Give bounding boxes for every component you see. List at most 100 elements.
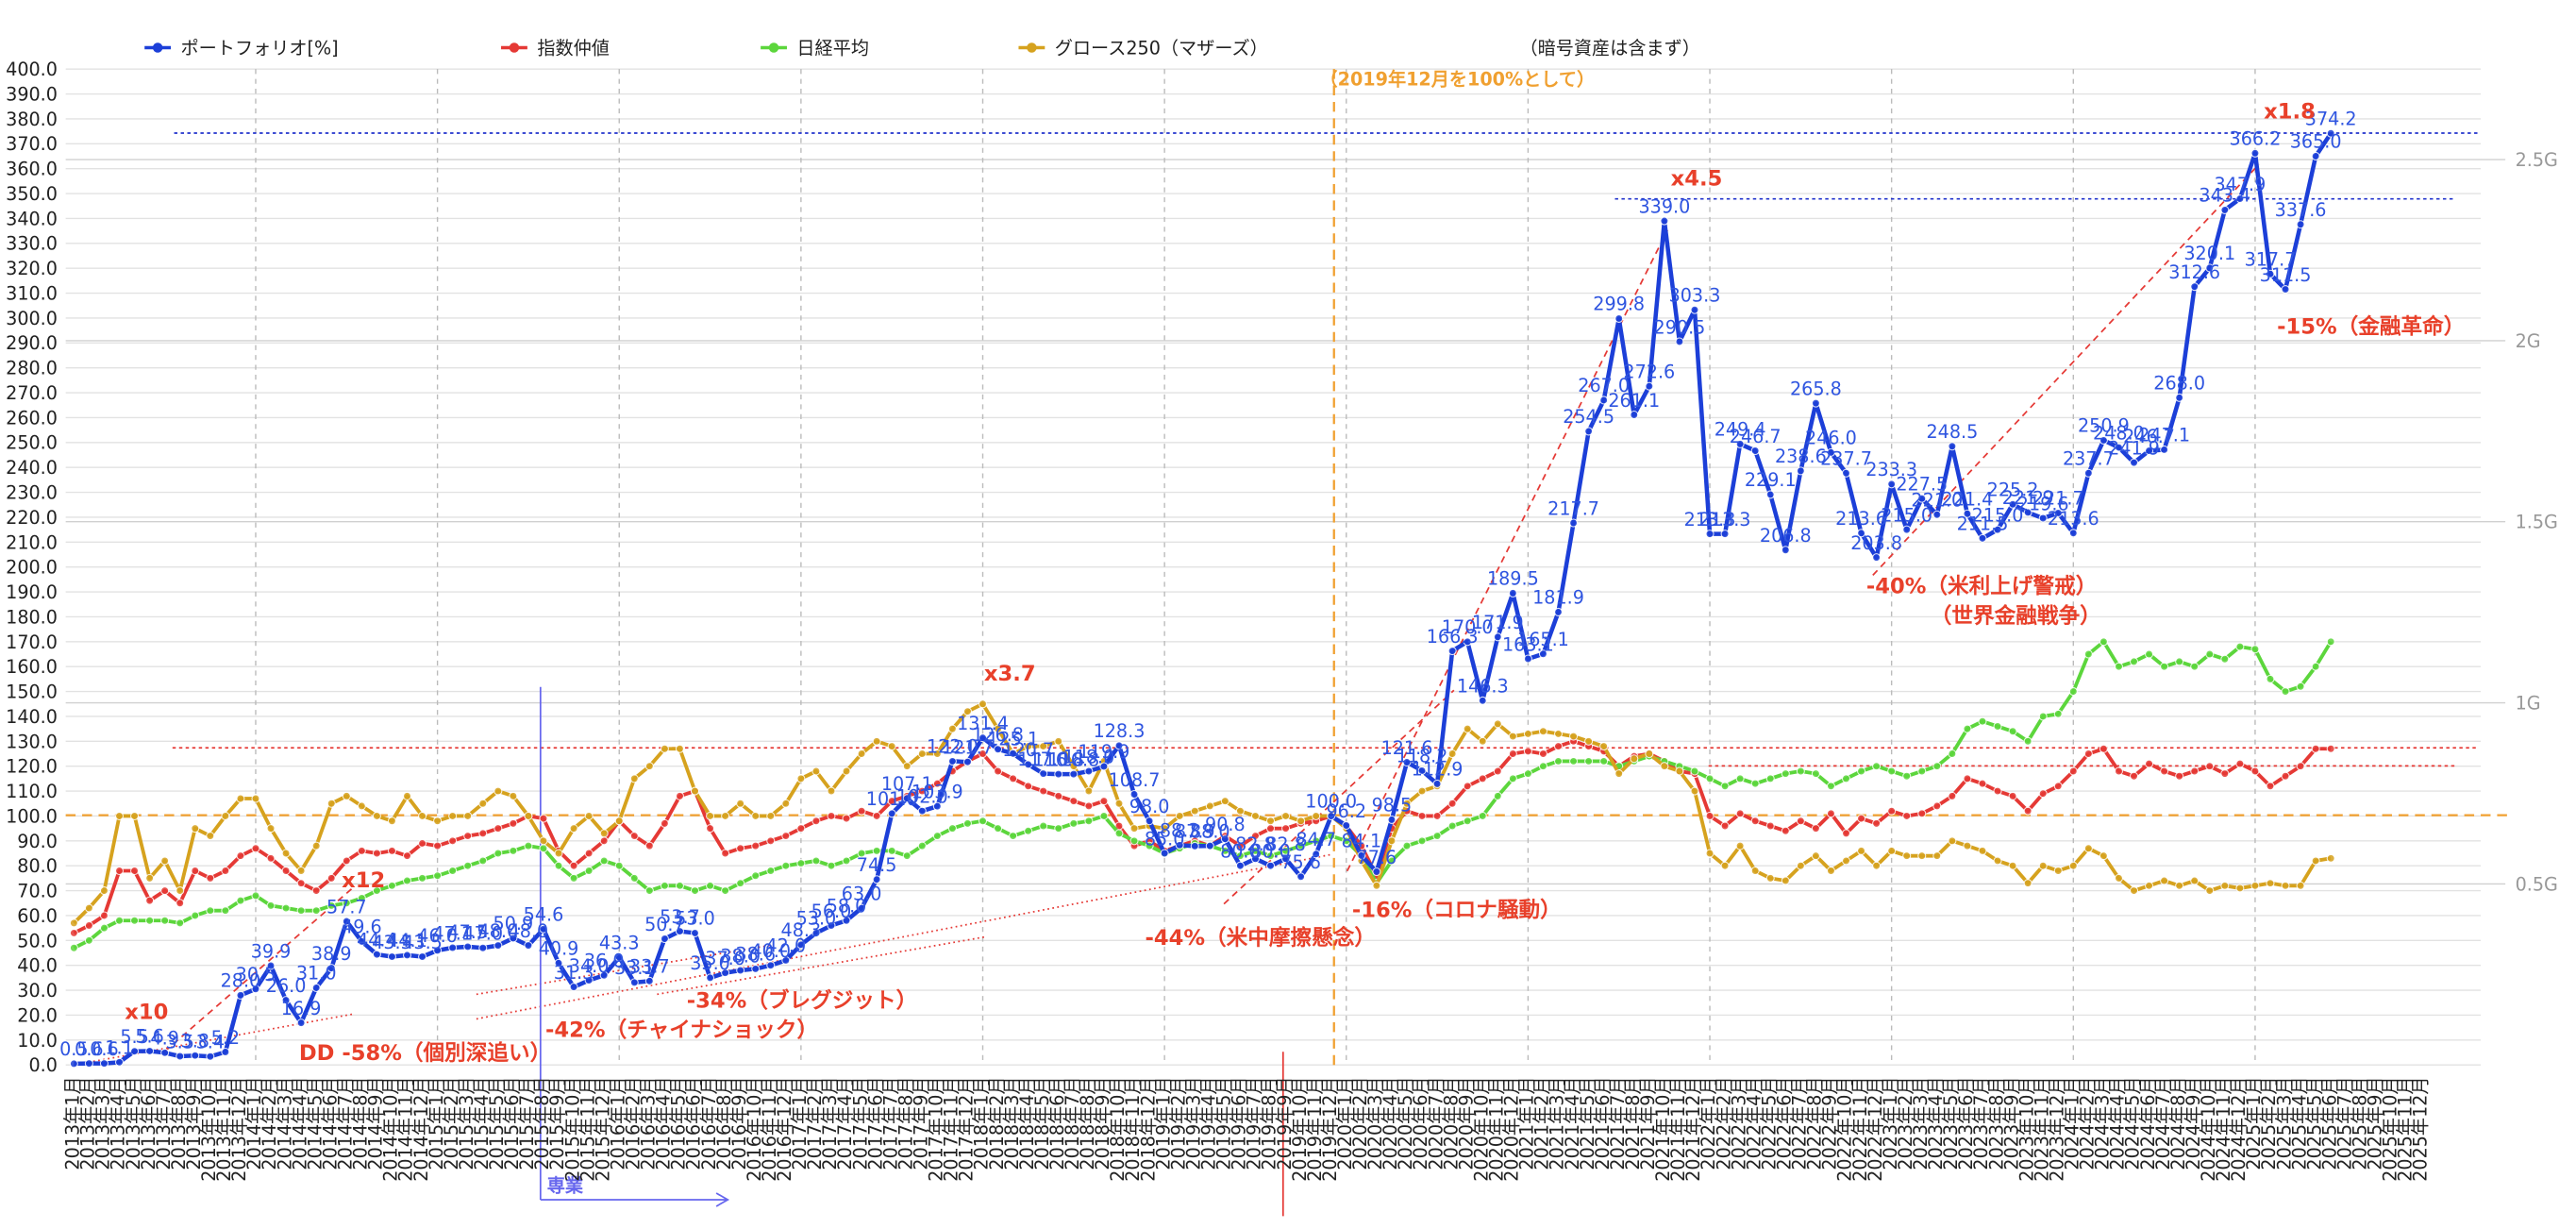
x-tick-label: 2019年3月 [1182,1076,1204,1170]
data-label: 40.0 [750,940,791,962]
point [1054,769,1063,779]
point [1887,766,1897,776]
legend-marker [768,42,779,53]
y-tick-label: 310.0 [6,282,58,304]
x-tick-label: 2025年8月 [2350,1076,2371,1170]
point [660,744,669,753]
point [2068,687,2078,697]
data-label: 213.6 [1835,508,1887,530]
x-tick-label: 2014年9月 [365,1076,387,1170]
y-tick-label: 80.0 [17,855,58,877]
point [857,849,866,858]
point [1948,442,1957,451]
point [2053,508,2063,517]
point [114,1057,125,1067]
point [1887,480,1897,489]
point [584,849,594,858]
point [509,818,518,828]
y-tick-label: 340.0 [6,208,58,229]
point [1811,824,1820,833]
x-tick-label: 2013年2月 [77,1076,99,1170]
y-tick-label: 290.0 [6,332,58,354]
point [1523,654,1532,664]
y-tick-label: 230.0 [6,482,58,504]
point [1009,749,1018,758]
data-label: 5.6 [135,1026,163,1048]
point [326,901,336,910]
point [1039,769,1048,779]
point [160,916,170,925]
point [887,846,896,855]
y-tick-label: 30.0 [17,980,58,1002]
x-tick-label: 2020年12月 [1501,1076,1523,1181]
point [599,836,609,846]
point [130,916,140,925]
point [2068,529,2078,538]
series-line [73,639,2333,950]
data-label: 272.6 [1623,361,1675,382]
point [1250,832,1260,841]
point [2311,662,2320,671]
y-tick-label: 120.0 [6,756,58,778]
point [1478,774,1487,783]
x-tick-label: 2015年6月 [501,1076,523,1170]
y-tick-label: 40.0 [17,955,58,977]
point [2160,766,2169,776]
data-label: 247.1 [2138,425,2190,446]
data-label: 0.5 [59,1038,88,1060]
x-tick-label: 2025年1月 [2243,1076,2265,1170]
point [236,990,245,1000]
point [1417,786,1427,796]
data-label: 53.0 [675,908,715,930]
point [1993,786,2002,796]
point [887,809,896,818]
point [1478,696,1487,705]
data-label: 43.3 [599,932,640,953]
x-tick-label: 2025年12月 [2410,1076,2432,1181]
point [721,811,730,820]
point [1963,774,1972,783]
point [781,832,791,841]
point [1493,766,1502,776]
x-tick-label: 2025年6月 [2318,1076,2340,1170]
point [2250,148,2260,158]
point [509,791,518,800]
point [1387,836,1397,846]
y-tick-label: 130.0 [6,731,58,752]
data-label: 4.9 [150,1028,178,1050]
point [1069,769,1079,779]
point [1296,817,1306,826]
point [1160,824,1169,833]
point [326,873,336,883]
point [994,724,1003,733]
point [796,774,806,783]
data-label: 117.0 [1017,749,1069,770]
point [99,923,109,933]
point [1508,774,1517,783]
point [433,871,443,881]
point [433,946,443,955]
x-tick-label: 2021年2月 [1531,1076,1553,1170]
point [1902,525,1912,534]
point [1720,782,1730,791]
point [539,814,548,823]
point [827,861,836,870]
point [1796,817,1805,826]
point [1054,791,1063,800]
point [2053,709,2063,718]
point [1660,216,1669,226]
point [1039,742,1048,751]
point [2023,736,2032,746]
point [2266,782,2275,791]
point [2114,443,2123,452]
x-tick-label: 2019年2月 [1167,1076,1189,1170]
point [2008,791,2017,800]
data-label: 82.8 [1265,833,1306,855]
point [1463,724,1472,733]
point [1447,821,1457,831]
point [1342,836,1351,846]
y2-tick-label: 2G [2516,330,2541,352]
point [978,817,988,826]
data-label: 122.0 [927,736,979,758]
y-tick-label: 160.0 [6,656,58,678]
